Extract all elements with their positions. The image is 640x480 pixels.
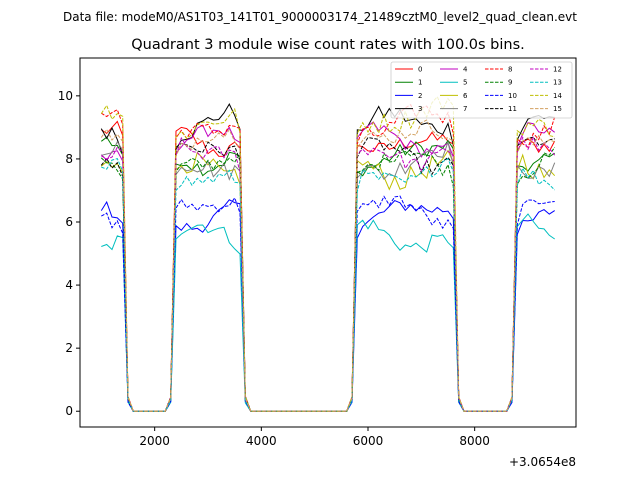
legend-label-12: 12 xyxy=(553,66,562,74)
x-tick-label: 2000 xyxy=(139,434,170,448)
chart-title: Quadrant 3 module wise count rates with … xyxy=(131,37,525,53)
y-tick-label: 8 xyxy=(65,152,73,166)
legend-label-0: 0 xyxy=(418,66,422,74)
y-tick-label: 2 xyxy=(65,341,73,355)
series-line-3 xyxy=(100,103,555,412)
legend-label-7: 7 xyxy=(463,105,467,113)
series-line-1 xyxy=(100,136,555,412)
legend-label-1: 1 xyxy=(418,79,422,87)
legend-label-6: 6 xyxy=(463,92,468,100)
x-axis: 2000 4000 6000 8000 xyxy=(139,427,490,448)
series-line-13 xyxy=(101,157,556,412)
y-tick-label: 6 xyxy=(65,215,73,229)
series-line-6 xyxy=(100,149,556,412)
y-tick-label: 10 xyxy=(58,89,73,103)
series-line-10 xyxy=(101,195,555,412)
legend-label-14: 14 xyxy=(553,92,562,100)
x-tick-label: 8000 xyxy=(459,434,490,448)
series-line-9 xyxy=(100,146,556,412)
series-line-0 xyxy=(101,120,556,412)
plot-lines xyxy=(100,95,556,412)
series-line-5 xyxy=(101,213,555,412)
legend-label-15: 15 xyxy=(553,105,562,113)
series-line-8 xyxy=(101,103,556,412)
legend-label-2: 2 xyxy=(418,92,422,100)
x-tick-label: 4000 xyxy=(246,434,277,448)
x-tick-label: 6000 xyxy=(353,434,384,448)
series-line-2 xyxy=(100,199,555,412)
series-line-4 xyxy=(100,121,556,412)
legend-label-10: 10 xyxy=(508,92,517,100)
series-line-12 xyxy=(101,136,556,412)
legend-label-4: 4 xyxy=(463,66,468,74)
legend-label-11: 11 xyxy=(508,105,517,113)
legend-label-13: 13 xyxy=(553,79,562,87)
y-tick-label: 4 xyxy=(65,278,73,292)
suptitle: Data file: modeM0/AS1T03_141T01_90000031… xyxy=(63,10,577,24)
legend-label-5: 5 xyxy=(463,79,467,87)
legend-label-8: 8 xyxy=(508,66,512,74)
legend-label-9: 9 xyxy=(508,79,512,87)
legend-box xyxy=(390,61,573,119)
series-line-11 xyxy=(100,136,555,412)
x-offset-label: +3.0654e8 xyxy=(509,455,576,469)
y-tick-label: 0 xyxy=(65,404,73,418)
series-line-14 xyxy=(100,95,555,412)
y-axis: 0 2 4 6 8 10 xyxy=(58,89,80,418)
plot-frame xyxy=(79,57,577,428)
legend-label-3: 3 xyxy=(418,105,422,113)
series-line-15 xyxy=(100,119,555,412)
series-line-7 xyxy=(101,140,556,412)
